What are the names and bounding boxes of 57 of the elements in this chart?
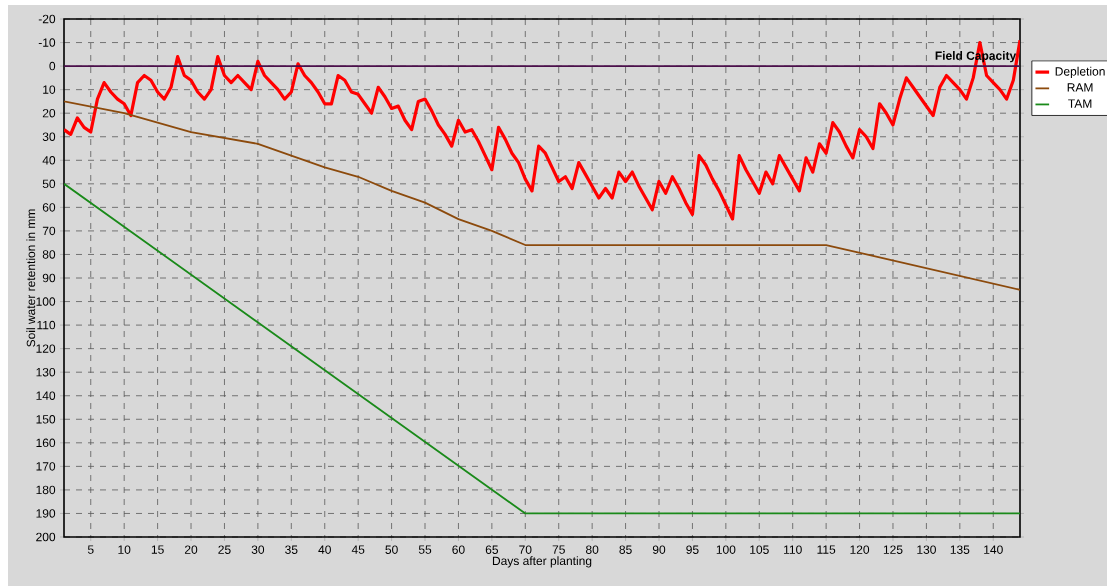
y-tick-label: 70 [42,226,56,236]
y-tick-label: 150 [36,415,56,424]
legend-label: Depletion [1055,66,1105,79]
y-tick-label: -10 [38,38,56,47]
x-tick-label: 55 [418,545,432,554]
x-tick-label: 105 [750,545,769,554]
y-tick-label: 130 [36,367,56,377]
x-tick-label: 40 [318,545,331,554]
x-tick-label: 60 [452,545,465,554]
x-tick-label: 120 [850,545,870,554]
x-tick-label: 65 [485,545,499,554]
x-tick-label: 135 [950,545,970,554]
y-tick-label: 160 [36,438,56,448]
y-tick-label: 80 [42,250,56,259]
x-tick-label: 30 [251,545,265,554]
y-tick-label: 10 [43,85,56,94]
y-tick-label: 20 [42,108,56,118]
x-tick-label: 75 [552,545,565,554]
y-tick-label: 180 [36,485,56,495]
y-tick-label: 140 [36,391,56,400]
y-tick-label: 110 [37,320,56,330]
x-tick-label: 90 [652,545,666,554]
y-tick-label: 170 [36,462,56,471]
x-tick-label: 110 [784,545,802,554]
x-tick-label: 5 [87,545,94,554]
x-tick-label: 25 [218,545,231,554]
y-tick-label: 60 [42,203,56,212]
x-tick-label: 125 [883,545,903,554]
y-tick-label: 190 [36,509,56,518]
x-tick-label: 45 [351,545,365,554]
y-tick-label: -20 [38,14,56,24]
legend-label: RAM [1067,83,1093,92]
x-tick-label: 140 [984,545,1003,554]
x-tick-label: 95 [686,545,699,554]
x-tick-label: 130 [917,545,936,554]
x-tick-label: 15 [151,545,164,554]
y-tick-label: 30 [42,132,56,141]
x-axis-title: Days after planting [492,556,592,568]
x-tick-label: 10 [118,545,131,554]
y-axis-title: Soil water retention in mm [26,209,36,347]
y-tick-label: 90 [42,273,56,283]
x-tick-label: 100 [716,545,736,554]
y-tick-label: 50 [42,179,56,189]
y-tick-label: 40 [42,156,56,165]
x-tick-label: 70 [519,545,532,554]
y-tick-label: 200 [36,532,56,542]
x-tick-label: 20 [184,545,198,554]
y-tick-label: 120 [36,344,56,353]
x-tick-label: 80 [586,545,599,554]
legend-label: TAM [1068,99,1092,108]
x-tick-label: 35 [285,545,298,554]
y-tick-label: 0 [49,61,56,71]
line-series [64,100,1020,291]
x-tick-label: 85 [619,545,632,554]
y-tick-label: 100 [36,297,56,306]
x-tick-label: 115 [817,545,836,554]
x-tick-label: 50 [385,545,398,554]
